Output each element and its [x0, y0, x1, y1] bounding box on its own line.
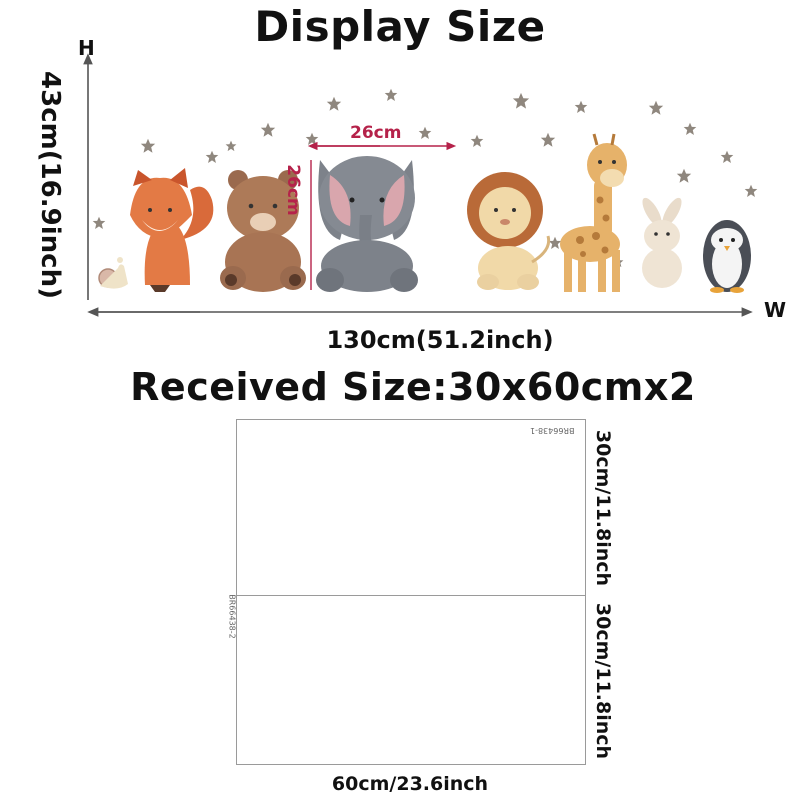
sticker-sheet-2: [236, 595, 586, 765]
display-height-label: 43cm(16.9inch): [35, 71, 65, 299]
page-title: Display Size: [254, 2, 546, 51]
elephant-width-label: 26cm: [350, 123, 402, 143]
moon-icon: [454, 76, 476, 104]
received-size-heading: Received Size:30x60cmx2: [130, 365, 696, 409]
width-axis-marker: W: [764, 298, 787, 322]
sheet-width-label: 60cm/23.6inch: [331, 773, 489, 795]
sheet2-height-label: 30cm/11.8inch: [592, 602, 614, 760]
bear-icon: [220, 170, 306, 292]
lion-icon: [467, 172, 551, 290]
fox-icon: [130, 168, 214, 292]
snail-icon: [98, 257, 128, 289]
sheet1-code: BR66438-1: [530, 426, 575, 435]
rabbit-icon: [642, 197, 682, 288]
giraffe-icon: [560, 133, 627, 292]
penguin-icon: [703, 220, 751, 293]
sheet1-height-label: 30cm/11.8inch: [592, 429, 614, 587]
height-axis-marker: H: [78, 36, 95, 60]
sticker-sheet-1: [236, 419, 586, 597]
elephant-icon: [316, 156, 418, 292]
display-width-label: 130cm(51.2inch): [326, 326, 554, 354]
elephant-height-label: 26cm: [283, 164, 303, 216]
sheet2-code: BR66438-2: [227, 594, 237, 639]
